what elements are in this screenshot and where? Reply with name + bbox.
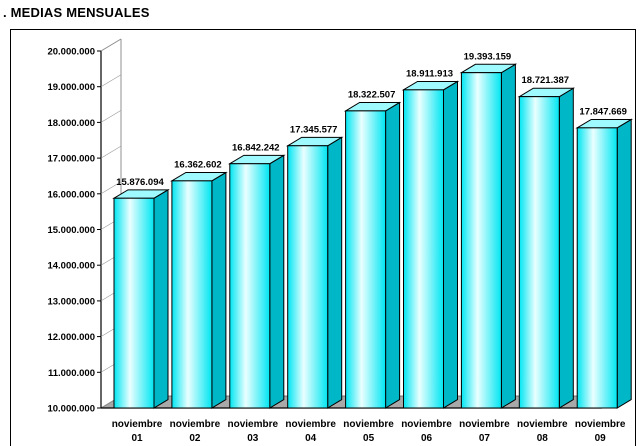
y-tick-label: 16.000.000 [47, 189, 95, 200]
x-axis: noviembre 01 noviembre 02 noviembre 03 noviemb… [112, 419, 626, 444]
x-tick-label-year: 02 [189, 433, 201, 444]
bar-front [287, 145, 329, 409]
bar-side [327, 136, 343, 409]
x-tick-label-year: 04 [305, 433, 317, 444]
y-tick-label: 17.000.000 [47, 154, 95, 165]
x-tick-label-month: noviembre [459, 419, 510, 430]
bar-side [211, 171, 227, 409]
bar-front [518, 96, 560, 409]
bar [112, 188, 170, 409]
y-tick-label: 18.000.000 [47, 118, 95, 129]
x-tick-label-month: noviembre [170, 419, 221, 430]
bar-front [403, 89, 444, 409]
x-tick-label-year: 03 [247, 433, 259, 444]
bar [575, 118, 634, 409]
value-label: 18.322.507 [348, 89, 396, 100]
x-tick-label-year: 05 [363, 433, 375, 444]
x-tick-label-month: noviembre [343, 419, 394, 430]
value-label: 16.362.602 [174, 159, 222, 170]
value-label: 17.847.669 [579, 106, 627, 117]
y-tick-label: 11.000.000 [48, 368, 95, 379]
value-label: 17.345.577 [290, 124, 338, 135]
x-tick-label-month: noviembre [285, 419, 336, 430]
bar-side [558, 87, 574, 409]
y-tick-label: 13.000.000 [47, 296, 95, 307]
x-tick-label-year: 08 [537, 433, 549, 444]
bar [459, 63, 518, 409]
bar-side [153, 188, 169, 409]
bar-side [269, 154, 285, 409]
x-tick-label-month: noviembre [401, 419, 452, 430]
x-tick-label-year: 09 [595, 433, 607, 444]
x-tick-label-year: 01 [131, 433, 143, 444]
bar [343, 101, 402, 409]
bar-front [229, 163, 271, 409]
value-label: 16.842.242 [232, 142, 280, 153]
page-title: . MEDIAS MENSUALES [3, 5, 150, 20]
bar-front [576, 127, 618, 409]
y-tick-label: 12.000.000 [47, 332, 95, 343]
bar-front [460, 72, 502, 409]
value-label: 19.393.159 [464, 51, 512, 62]
bar [401, 80, 460, 409]
y-depth-line [100, 74, 122, 87]
bar-side [500, 63, 516, 409]
bar [227, 154, 286, 409]
bar [285, 136, 344, 409]
x-tick-label-year: 07 [479, 433, 491, 444]
y-tick-label: 19.000.000 [47, 82, 95, 93]
value-labels: 15.876.094 16.362.602 16.842.242 17.345.577… [116, 51, 627, 188]
chart-frame [10, 29, 636, 446]
bar-side [385, 101, 401, 409]
y-tick-label: 15.000.000 [47, 225, 95, 236]
x-tick-label-month: noviembre [517, 419, 568, 430]
x-tick-label-year: 06 [421, 433, 433, 444]
y-tick-label: 14.000.000 [47, 261, 95, 272]
y-depth-line [100, 38, 122, 52]
value-label: 18.721.387 [522, 75, 570, 86]
y-depth-line [100, 145, 122, 159]
bar-front [345, 110, 387, 409]
x-tick-label-month: noviembre [228, 419, 279, 430]
y-tick-label: 10.000.000 [47, 404, 95, 415]
bar-front [171, 180, 213, 409]
y-depth-line [100, 110, 122, 123]
bars [112, 63, 634, 409]
bar [170, 171, 228, 409]
value-label: 18.911.913 [406, 68, 453, 79]
y-depth-line [100, 181, 122, 195]
bar [517, 87, 576, 409]
y-tick-label: 20.000.000 [47, 47, 95, 58]
x-tick-label-month: noviembre [112, 419, 163, 430]
x-tick-label-month: noviembre [575, 419, 626, 430]
bar-side [616, 118, 632, 409]
bar-front [113, 197, 155, 409]
value-label: 15.876.094 [116, 177, 164, 188]
bar-side [443, 80, 458, 409]
